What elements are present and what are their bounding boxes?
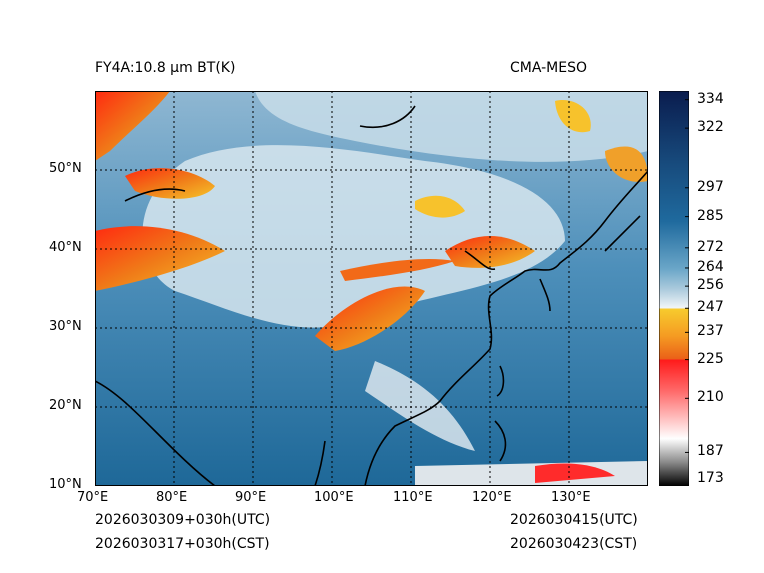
lat-tick-label: 10°N (49, 477, 82, 492)
colorbar-label: 247 (697, 299, 724, 316)
lon-tick-label: 120°E (472, 490, 512, 505)
map-title: FY4A:10.8 µm BT(K) (95, 60, 236, 76)
colorbar (659, 91, 689, 486)
colorbar-label: 285 (697, 207, 724, 224)
cloud-west (95, 226, 225, 291)
init-time-cst: 2026030317+030h(CST) (95, 536, 270, 552)
lat-tick-label: 20°N (49, 398, 82, 413)
cloud-central (315, 286, 425, 351)
lat-tick-label: 50°N (49, 161, 82, 176)
colorbar-label: 297 (697, 178, 724, 195)
colorbar-label: 225 (697, 350, 724, 367)
lat-tick-label: 30°N (49, 319, 82, 334)
model-name: CMA-MESO (510, 60, 588, 76)
cloud-mongolia (415, 195, 465, 218)
colorbar-gradient (659, 91, 689, 486)
lat-tick-label: 40°N (49, 240, 82, 255)
cloud-ribbon (340, 259, 455, 281)
cloud-far-northeast (555, 100, 591, 133)
valid-time-utc: 2026030415(UTC) (510, 512, 638, 528)
pale-cloud-south (365, 361, 475, 451)
cloud-northwest (95, 91, 170, 161)
pale-cloud-band (142, 145, 565, 328)
colorbar-label: 256 (697, 277, 724, 294)
map-frame (95, 91, 648, 486)
colorbar-label: 322 (697, 119, 724, 136)
graticule (95, 91, 648, 486)
init-time-utc: 2026030309+030h(UTC) (95, 512, 271, 528)
cloud-south-red (535, 463, 615, 483)
colorbar-label: 237 (697, 323, 724, 340)
colorbar-label: 187 (697, 443, 724, 460)
lon-tick-label: 110°E (393, 490, 433, 505)
lon-tick-label: 130°E (551, 490, 591, 505)
pale-cloud-north (255, 91, 648, 162)
colorbar-label: 264 (697, 258, 724, 275)
lon-tick-label: 90°E (235, 490, 267, 505)
colorbar-label: 210 (697, 389, 724, 406)
colorbar-label: 173 (697, 470, 724, 486)
colorbar-label: 272 (697, 238, 724, 255)
cloud-okhotsk (605, 146, 648, 182)
lon-tick-label: 70°E (77, 490, 109, 505)
lon-tick-label: 80°E (156, 490, 188, 505)
satellite-map (95, 91, 648, 486)
valid-time-cst: 2026030423(CST) (510, 536, 638, 552)
lon-tick-label: 100°E (314, 490, 354, 505)
colorbar-label: 334 (697, 90, 724, 107)
cloud-northwest-band (125, 168, 215, 199)
